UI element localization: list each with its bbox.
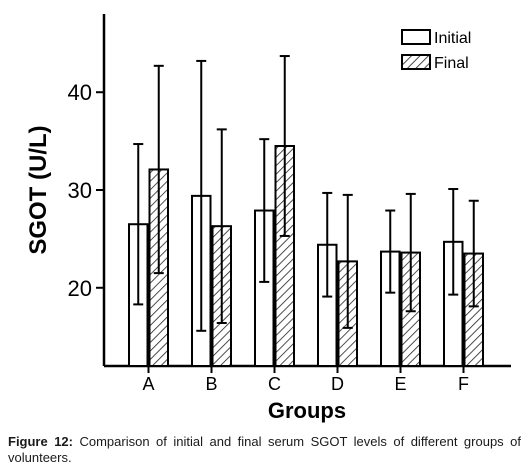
x-tick-label-b: B	[205, 374, 217, 394]
x-ticks: A B C D E F	[142, 366, 469, 394]
chart: 20 30 40 A B C D E F SGOT (U/L) Groups Initial …	[25, 14, 511, 423]
x-tick-label-e: E	[394, 374, 406, 394]
x-axis-label: Groups	[268, 398, 346, 423]
x-tick-label-f: F	[458, 374, 469, 394]
y-tick-label: 20	[68, 276, 92, 301]
x-tick-label-c: C	[268, 374, 281, 394]
y-ticks: 20 30 40	[68, 80, 104, 301]
caption-label: Figure 12:	[8, 434, 73, 449]
legend-label-initial: Initial	[434, 30, 471, 47]
caption-text: Comparison of initial and final serum SG…	[8, 434, 521, 465]
figure-caption: Figure 12: Comparison of initial and fin…	[8, 434, 521, 466]
legend-label-final: Final	[434, 55, 469, 72]
x-tick-label-a: A	[142, 374, 154, 394]
legend-swatch-final	[401, 54, 431, 70]
legend-swatch-initial	[401, 29, 431, 45]
legend: Initial Final	[401, 29, 471, 72]
bars	[128, 55, 484, 368]
x-tick-label-d: D	[331, 374, 344, 394]
y-axis-label: SGOT (U/L)	[25, 125, 52, 254]
y-tick-label: 40	[68, 80, 92, 105]
y-tick-label: 30	[68, 178, 92, 203]
